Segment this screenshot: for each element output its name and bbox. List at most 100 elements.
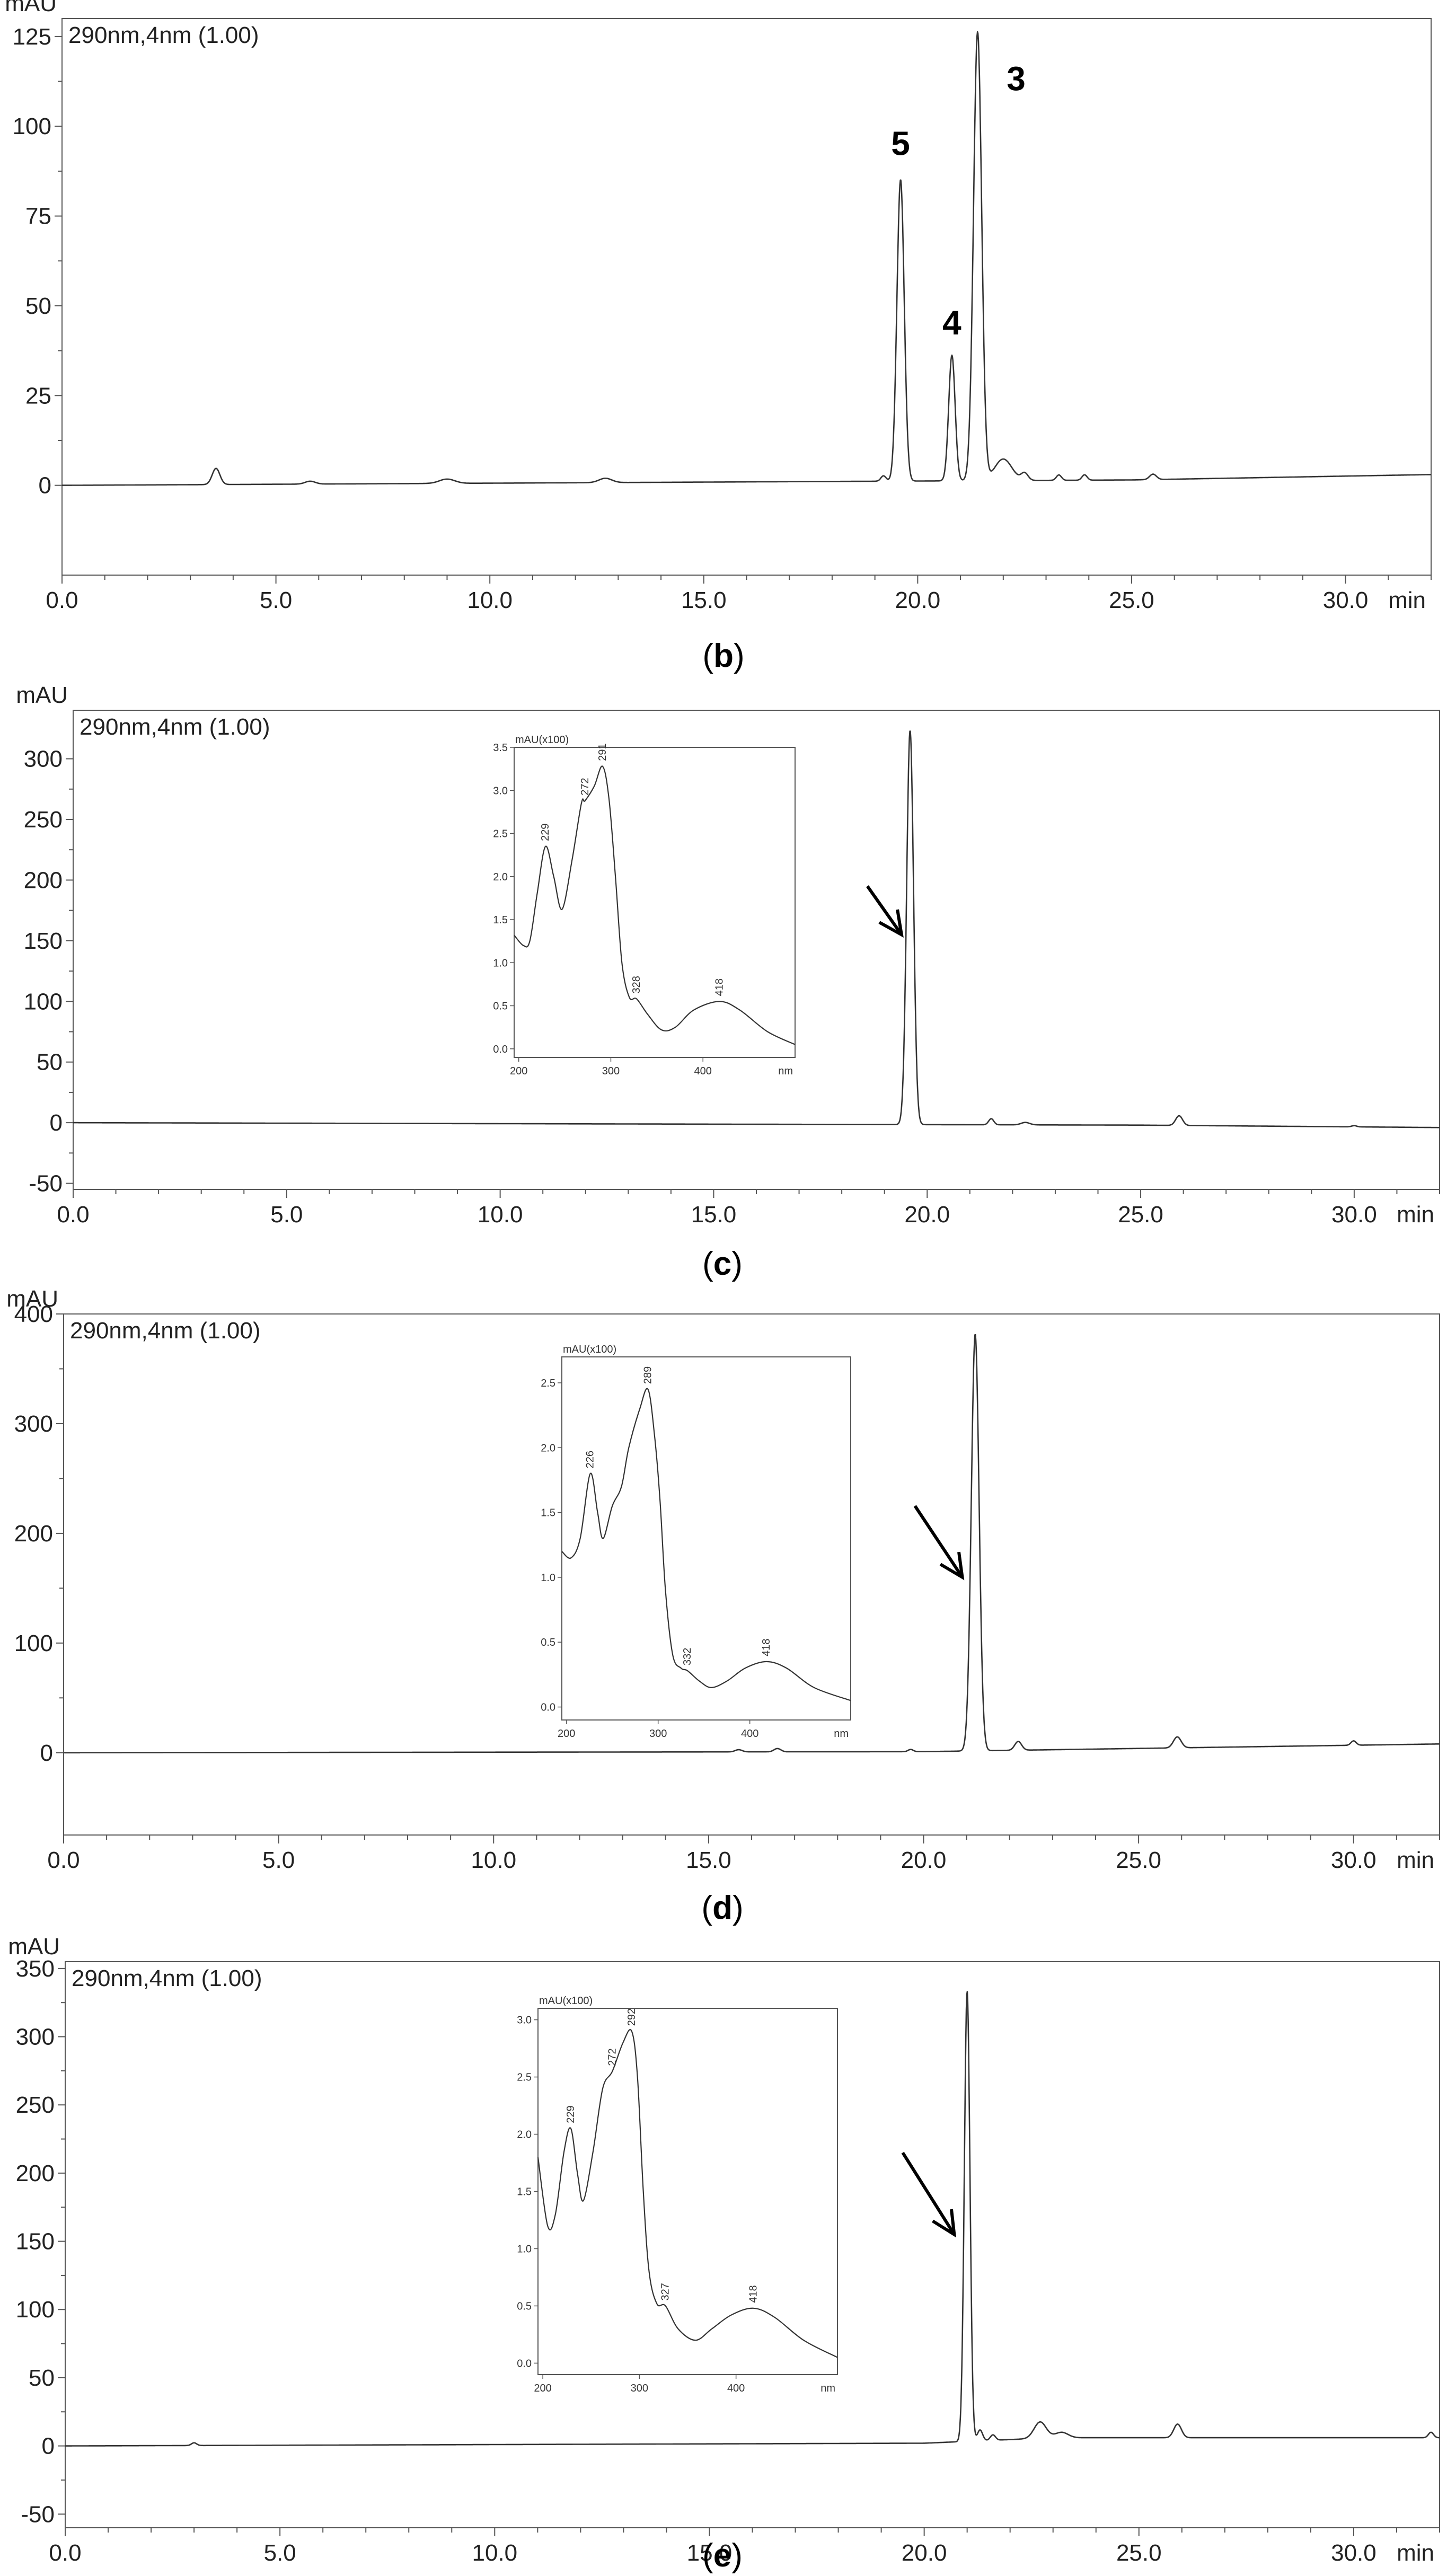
x-tick-label: 5.0 — [264, 2540, 296, 2566]
caption-part: ( — [702, 638, 713, 674]
uv-spectrum-curve — [561, 1388, 851, 1701]
y-axis-label: mAU — [5, 0, 57, 16]
x-tick-label: 5.0 — [270, 1202, 303, 1228]
chart-panel-4: -50 0 50 100 150 200 250 300 350 0.0 5.0 10.0 15.0 20… — [8, 1934, 1440, 2574]
inset-y-tick-label: 0.0 — [517, 2358, 532, 2369]
inset-x-tick-label: 300 — [602, 1065, 620, 1077]
inset-peak-label: 418 — [747, 2285, 759, 2302]
inset-peak-label: 229 — [565, 2105, 577, 2123]
inset-peak-label: 327 — [660, 2283, 672, 2300]
y-tick-label: 150 — [16, 2229, 55, 2255]
inset-y-tick-label: 0.0 — [541, 1702, 555, 1714]
chromatogram-trace — [73, 730, 1440, 1128]
x-tick-label: 30.0 — [1331, 1202, 1377, 1228]
y-tick-label: 150 — [24, 928, 63, 954]
inset-y-tick-label: 1.5 — [493, 914, 508, 926]
y-tick-label: 100 — [13, 113, 51, 139]
peak-arrow-shaft — [913, 1505, 964, 1578]
inset-frame — [537, 2008, 838, 2375]
x-tick-label: 10.0 — [467, 587, 513, 613]
inset-y-axis-label: mAU(x100) — [515, 734, 569, 746]
inset-peak-label: 332 — [682, 1648, 693, 1665]
peak-label: 4 — [942, 304, 961, 342]
x-tick-label: 25.0 — [1118, 1202, 1163, 1228]
inset-x-tick-label: 400 — [694, 1065, 712, 1077]
y-tick-label: -50 — [21, 2501, 55, 2527]
y-tick-label: 100 — [24, 989, 63, 1014]
y-tick-label: 200 — [14, 1521, 53, 1547]
inset-peak-label: 229 — [540, 824, 551, 841]
inset-x-tick-label: 400 — [727, 2383, 745, 2394]
chromatogram-trace — [65, 1991, 1440, 2447]
x-tick-label: 25.0 — [1116, 1847, 1161, 1873]
y-axis-label: mAU — [6, 1286, 58, 1312]
x-tick-label: 30.0 — [1331, 2540, 1377, 2566]
caption-part: b — [713, 638, 734, 674]
y-tick-label: 350 — [16, 1956, 55, 1982]
inset-x-tick-label: 200 — [534, 2383, 551, 2394]
inset-y-tick-label: 1.0 — [541, 1572, 555, 1584]
caption-part: e — [713, 2537, 731, 2574]
inset-y-tick-label: 2.0 — [493, 871, 508, 883]
inset-y-axis-label: mAU(x100) — [563, 1344, 616, 1355]
x-tick-label: 15.0 — [691, 1202, 737, 1228]
y-tick-label: -50 — [29, 1171, 63, 1197]
inset-y-tick-label: 0.5 — [493, 1001, 508, 1012]
caption-part: ( — [701, 1890, 712, 1926]
y-tick-label: 300 — [24, 746, 63, 772]
caption-part: ) — [731, 1246, 743, 1282]
inset-x-tick-label: 200 — [558, 1728, 575, 1740]
caption-part: d — [712, 1890, 733, 1926]
inset-frame — [514, 747, 796, 1058]
y-tick-label: 400 — [14, 1301, 53, 1327]
x-tick-label: 5.0 — [260, 587, 292, 613]
inset-y-tick-label: 3.0 — [517, 2015, 532, 2026]
uv-spectrum-curve — [514, 765, 796, 1045]
y-tick-label: 200 — [16, 2160, 55, 2186]
y-tick-label: 100 — [14, 1630, 53, 1656]
x-tick-label: 20.0 — [901, 1847, 947, 1873]
inset-x-axis-label: nm — [778, 1065, 793, 1077]
inset-x-axis-label: nm — [820, 2383, 835, 2394]
inset-y-tick-label: 1.5 — [541, 1507, 555, 1519]
inset-y-tick-label: 2.5 — [541, 1378, 555, 1389]
x-tick-label: 30.0 — [1323, 587, 1369, 613]
x-tick-label: 20.0 — [902, 2540, 947, 2566]
x-tick-label: 20.0 — [895, 587, 941, 613]
y-tick-label: 0 — [50, 1110, 63, 1136]
x-tick-label: 0.0 — [57, 1202, 89, 1228]
x-tick-label: 25.0 — [1109, 587, 1154, 613]
peak-label: 5 — [891, 124, 910, 162]
x-tick-label: 5.0 — [262, 1847, 295, 1873]
y-tick-label: 50 — [37, 1049, 63, 1075]
y-tick-label: 50 — [29, 2365, 55, 2391]
inset-x-axis-label: nm — [834, 1728, 849, 1740]
inset-peak-label: 289 — [642, 1366, 654, 1384]
y-tick-label: 0 — [40, 1740, 53, 1766]
x-axis-label: min — [1388, 587, 1426, 613]
y-tick-label: 0 — [42, 2433, 55, 2459]
inset-y-tick-label: 2.5 — [493, 828, 508, 840]
x-tick-label: 30.0 — [1331, 1847, 1377, 1873]
inset-x-tick-label: 400 — [741, 1728, 758, 1740]
inset-y-tick-label: 1.0 — [517, 2243, 532, 2255]
inset-peak-label: 272 — [606, 2048, 618, 2066]
inset-y-axis-label: mAU(x100) — [539, 1995, 593, 2007]
inset-y-tick-label: 2.0 — [541, 1442, 555, 1454]
inset-frame — [561, 1356, 851, 1721]
x-tick-label: 10.0 — [471, 1847, 516, 1873]
x-tick-label: 0.0 — [47, 1847, 80, 1873]
chromatogram-trace — [63, 1334, 1440, 1754]
panel-caption: (e) — [702, 2537, 743, 2574]
x-tick-label: 15.0 — [687, 2540, 733, 2566]
inset-peak-label: 291 — [597, 743, 608, 761]
channel-label: 290nm,4nm (1.00) — [72, 1965, 262, 1991]
peak-arrow-shaft — [866, 885, 903, 936]
y-tick-label: 0 — [39, 473, 51, 499]
inset-peak-label: 272 — [579, 778, 591, 795]
peak-label: 3 — [1007, 59, 1026, 98]
y-tick-label: 250 — [16, 2092, 55, 2118]
x-tick-label: 25.0 — [1116, 2540, 1162, 2566]
inset-peak-label: 418 — [714, 978, 726, 996]
